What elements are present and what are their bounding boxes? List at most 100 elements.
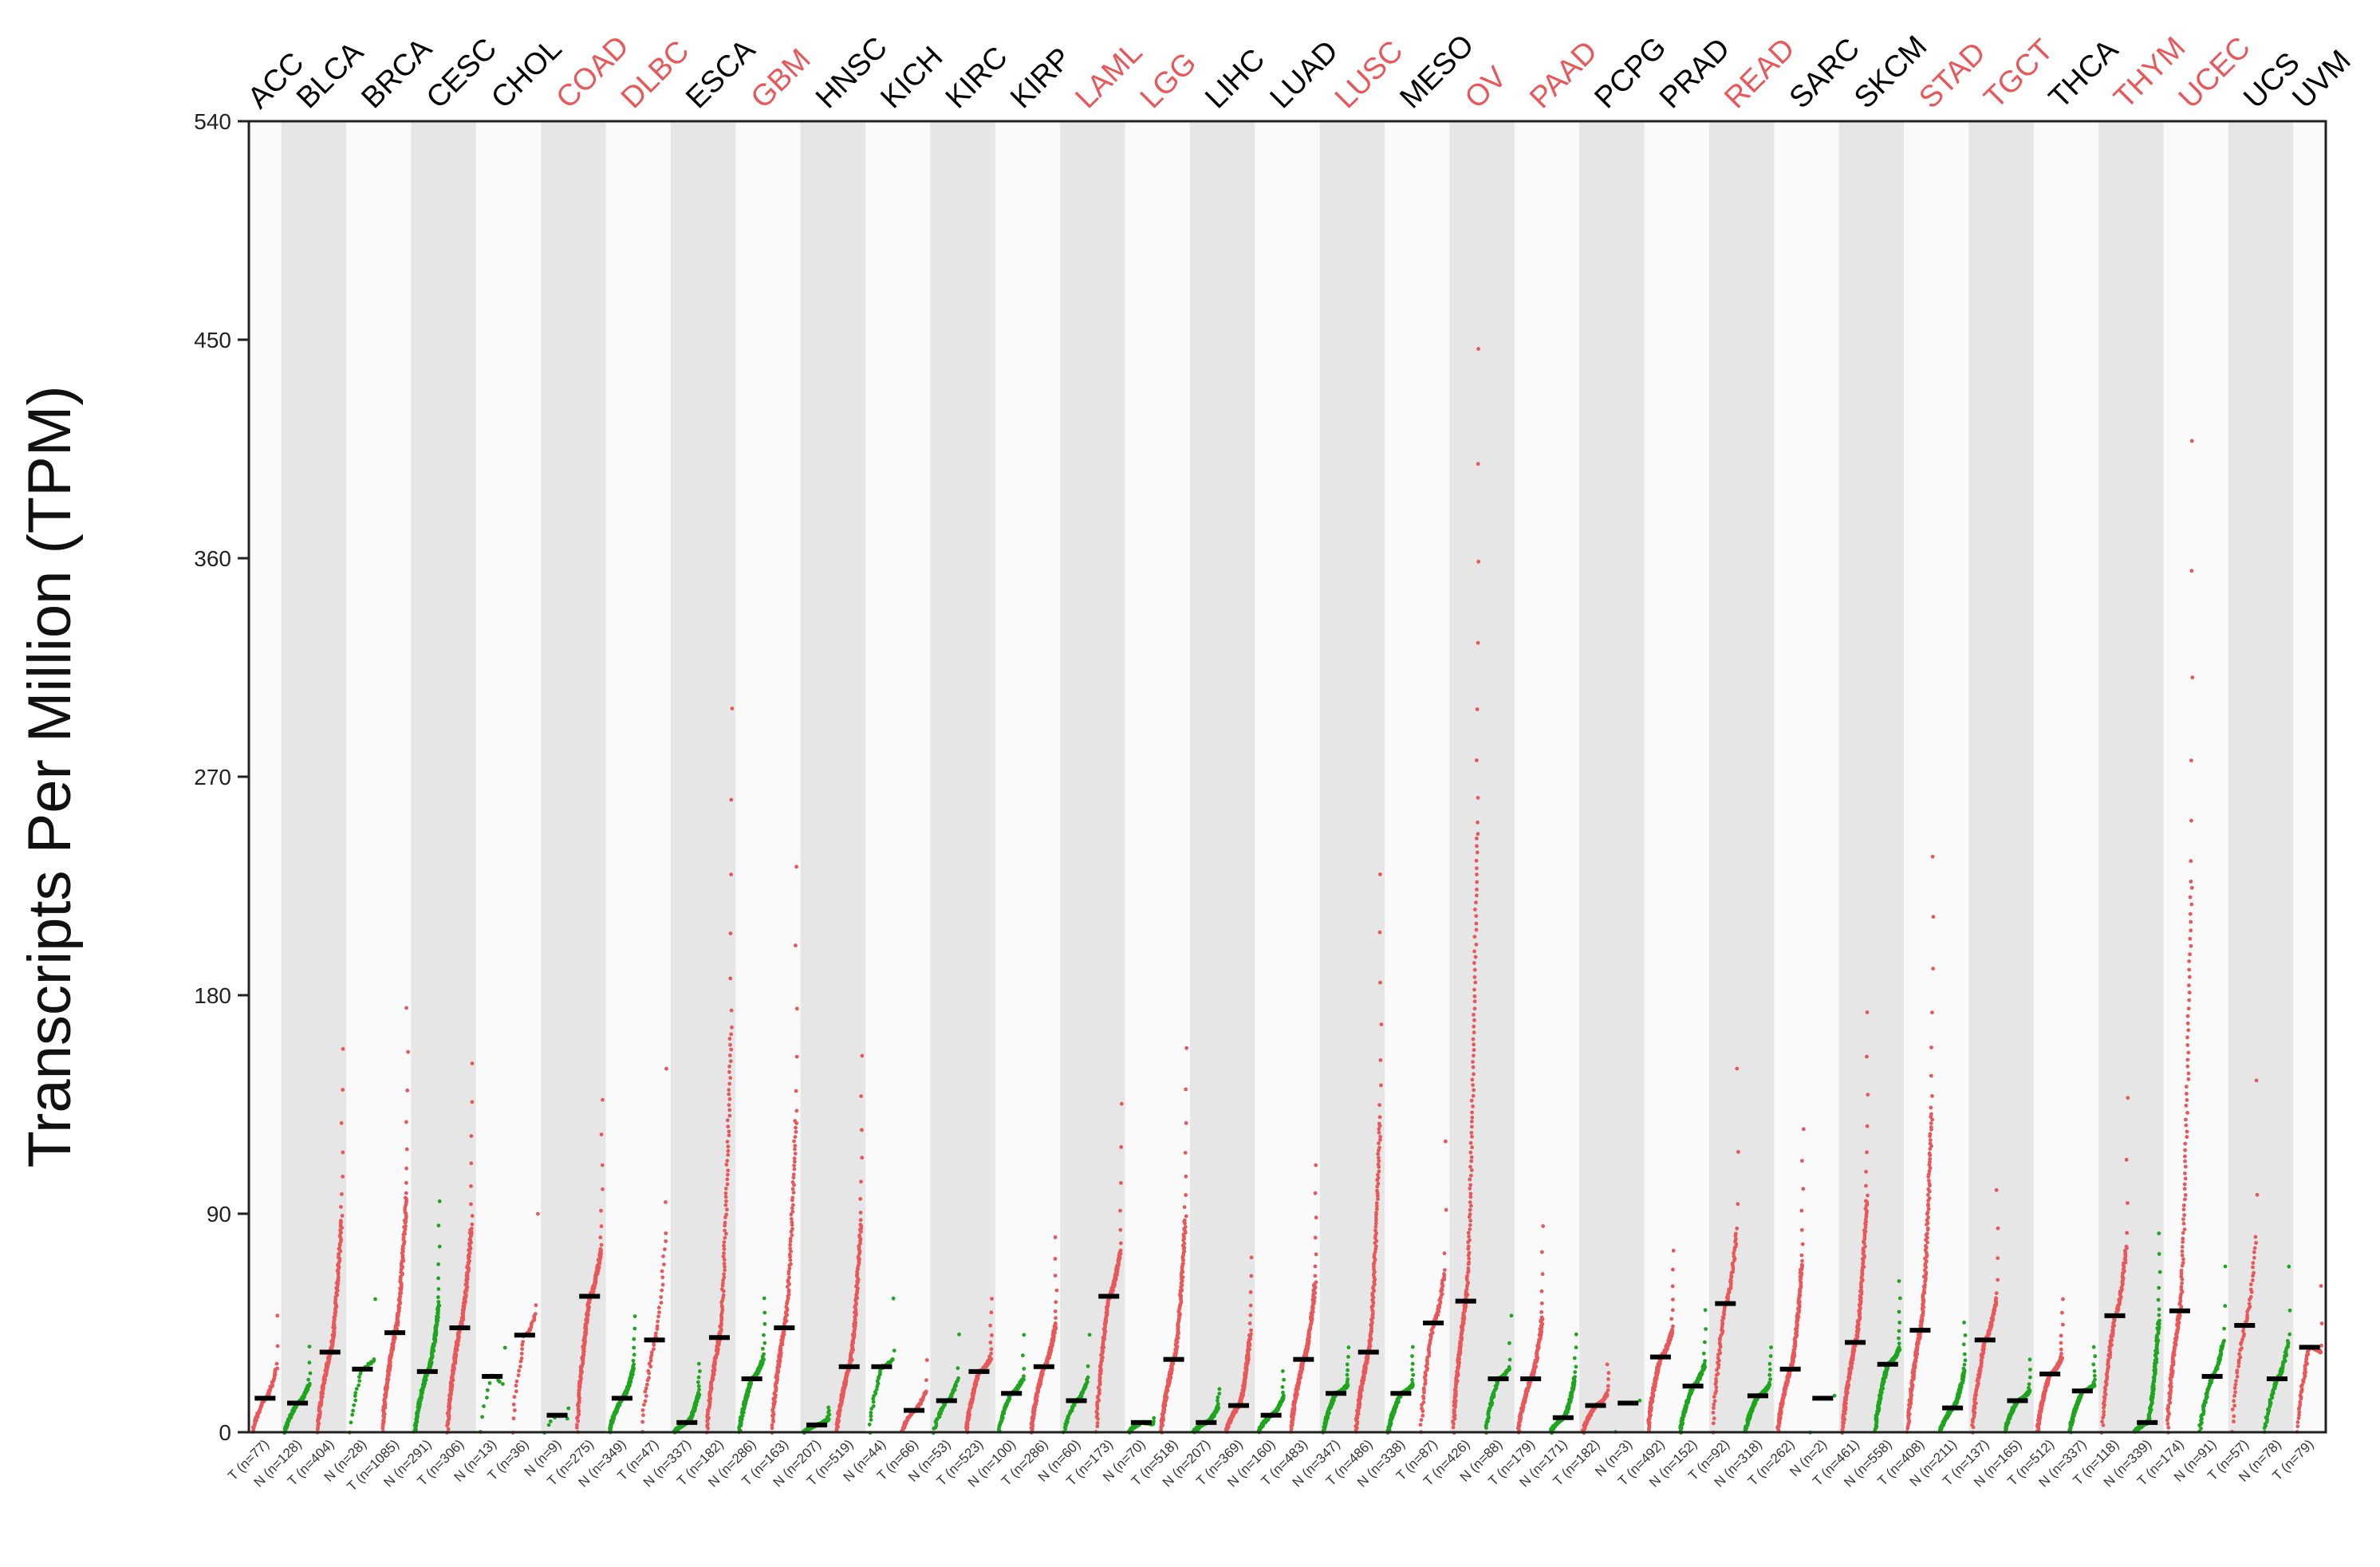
data-point-t	[646, 1368, 651, 1373]
data-point-n	[436, 1276, 440, 1281]
data-point-n	[1282, 1377, 1286, 1382]
data-point-t	[598, 1235, 603, 1240]
data-point-n	[1152, 1415, 1157, 1420]
data-point-t	[790, 1210, 795, 1214]
data-point-t	[792, 1163, 796, 1167]
data-point-t	[469, 1184, 473, 1188]
data-point-t	[662, 1262, 666, 1266]
data-point-n	[1217, 1392, 1222, 1396]
data-point-t	[514, 1379, 519, 1384]
data-point-t	[792, 1139, 796, 1144]
data-point-t	[663, 1247, 667, 1251]
data-point-t	[989, 1310, 994, 1315]
data-point-t	[727, 1103, 731, 1108]
data-point-t	[727, 1081, 732, 1086]
data-point-t	[536, 1211, 540, 1216]
data-point-t	[1248, 1303, 1253, 1308]
data-point-t	[511, 1402, 516, 1407]
column-band	[1807, 121, 1840, 1432]
data-point-t	[724, 1212, 728, 1217]
data-point-t	[1053, 1257, 1058, 1261]
data-point-n	[372, 1357, 376, 1361]
data-point-t	[860, 1156, 865, 1160]
data-point-t	[1119, 1181, 1123, 1185]
column-band	[1871, 121, 1905, 1432]
data-point-t	[470, 1222, 475, 1226]
data-point-n	[762, 1333, 766, 1337]
data-point-t	[722, 1272, 726, 1277]
column-band	[735, 121, 769, 1432]
data-point-t	[723, 1187, 728, 1191]
data-point-n	[632, 1345, 636, 1350]
data-point-t	[725, 1207, 729, 1212]
data-point-t	[405, 1089, 410, 1093]
data-point-n	[826, 1405, 831, 1410]
data-point-n	[502, 1345, 507, 1350]
data-point-t	[340, 1214, 345, 1218]
data-point-n	[1022, 1333, 1026, 1337]
data-point-t	[727, 1088, 731, 1093]
data-point-t	[790, 1217, 794, 1221]
data-point-t	[1248, 1313, 1253, 1317]
data-point-t	[404, 1147, 409, 1152]
data-point-t	[656, 1314, 660, 1319]
data-point-n	[357, 1379, 362, 1383]
data-point-t	[519, 1356, 524, 1360]
data-point-t	[470, 1061, 475, 1065]
data-point-t	[990, 1333, 994, 1337]
data-point-t	[727, 1108, 732, 1112]
data-point-t	[790, 1187, 795, 1191]
data-point-n	[1152, 1419, 1156, 1423]
data-point-n	[761, 1346, 765, 1351]
data-point-n	[482, 1404, 486, 1408]
data-point-n	[762, 1310, 767, 1315]
data-point-t	[575, 1423, 579, 1427]
data-point-t	[788, 1246, 793, 1250]
column-band	[1157, 121, 1191, 1432]
data-point-t	[1054, 1300, 1058, 1305]
data-point-n	[892, 1348, 896, 1352]
data-point-t	[656, 1319, 660, 1324]
data-point-t	[655, 1324, 660, 1329]
data-point-t	[723, 1203, 728, 1207]
data-point-n	[869, 1411, 873, 1415]
column-band	[1027, 121, 1061, 1432]
data-point-t	[988, 1341, 993, 1345]
data-point-t	[600, 1163, 605, 1167]
data-point-n	[501, 1382, 505, 1386]
data-point-n	[351, 1408, 355, 1413]
data-point-n	[632, 1326, 637, 1331]
data-point-t	[1249, 1328, 1253, 1333]
data-point-t	[790, 1180, 795, 1184]
data-point-t	[339, 1205, 343, 1209]
data-point-n	[632, 1337, 636, 1341]
column-band	[703, 121, 736, 1432]
data-point-t	[520, 1347, 524, 1351]
column-band	[411, 121, 444, 1432]
data-point-t	[470, 1214, 475, 1219]
data-point-n	[566, 1406, 571, 1411]
data-point-t	[726, 1124, 731, 1129]
data-point-t	[1183, 1151, 1188, 1155]
column-band	[2130, 121, 2165, 1432]
data-point-t	[470, 1100, 475, 1104]
data-point-n	[1022, 1374, 1026, 1379]
data-point-n	[1280, 1384, 1285, 1389]
data-point-t	[640, 1408, 645, 1412]
data-point-t	[1118, 1248, 1123, 1253]
column-band	[2066, 121, 2099, 1432]
data-point-t	[404, 1006, 408, 1010]
data-point-t	[1313, 1264, 1318, 1269]
column-band	[1514, 121, 1547, 1432]
data-point-t	[664, 1239, 668, 1243]
data-point-n	[1216, 1402, 1220, 1406]
data-point-t	[794, 943, 798, 947]
data-point-t	[1314, 1252, 1318, 1257]
data-point-t	[728, 931, 733, 935]
column-band	[1968, 121, 2002, 1432]
data-point-n	[871, 1404, 876, 1408]
data-point-t	[404, 1224, 408, 1228]
data-point-t	[1184, 1193, 1188, 1197]
column-band	[1677, 121, 1710, 1432]
data-point-n	[891, 1296, 896, 1301]
